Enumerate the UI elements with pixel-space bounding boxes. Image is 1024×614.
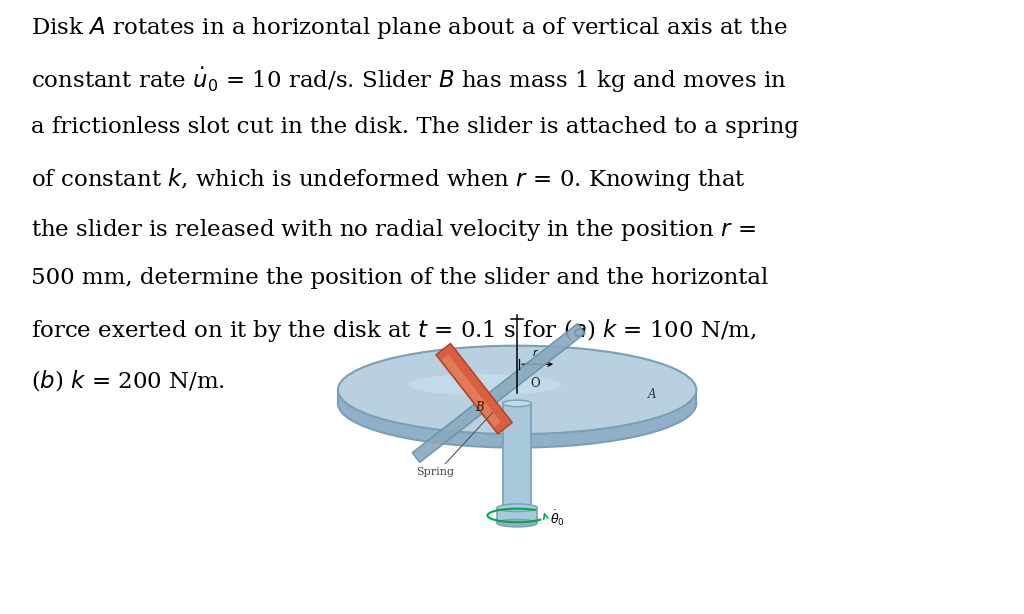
Text: A: A <box>648 388 656 402</box>
Ellipse shape <box>409 374 561 395</box>
Text: of constant $k$, which is undeformed when $r$ = 0. Knowing that: of constant $k$, which is undeformed whe… <box>31 166 745 193</box>
Polygon shape <box>436 343 512 434</box>
Text: $\dot{\theta}_0$: $\dot{\theta}_0$ <box>550 508 564 527</box>
Text: Spring: Spring <box>416 467 455 476</box>
Ellipse shape <box>338 346 696 434</box>
Ellipse shape <box>497 504 538 511</box>
Text: Disk $A$ rotates in a horizontal plane about a of vertical axis at the: Disk $A$ rotates in a horizontal plane a… <box>31 15 787 41</box>
Text: 500 mm, determine the position of the slider and the horizontal: 500 mm, determine the position of the sl… <box>31 267 768 289</box>
Polygon shape <box>413 324 585 462</box>
Ellipse shape <box>503 400 531 406</box>
Polygon shape <box>503 403 531 508</box>
Text: the slider is released with no radial velocity in the position $r$ =: the slider is released with no radial ve… <box>31 217 756 243</box>
Text: O: O <box>530 377 540 391</box>
Polygon shape <box>441 355 501 427</box>
Polygon shape <box>338 390 696 403</box>
Text: constant rate $\dot{u}_0$ = 10 rad/s. Slider $B$ has mass 1 kg and moves in: constant rate $\dot{u}_0$ = 10 rad/s. Sl… <box>31 66 786 95</box>
Text: force exerted on it by the disk at $t$ = 0.1 s for ($a$) $k$ = 100 N/m,: force exerted on it by the disk at $t$ =… <box>31 317 757 344</box>
Polygon shape <box>497 508 538 523</box>
Text: ($b$) $k$ = 200 N/m.: ($b$) $k$ = 200 N/m. <box>31 368 225 393</box>
Ellipse shape <box>338 359 696 448</box>
Ellipse shape <box>497 519 538 527</box>
Text: B: B <box>475 401 483 414</box>
Text: a frictionless slot cut in the disk. The slider is attached to a spring: a frictionless slot cut in the disk. The… <box>31 116 799 138</box>
Text: $r$: $r$ <box>532 347 540 358</box>
